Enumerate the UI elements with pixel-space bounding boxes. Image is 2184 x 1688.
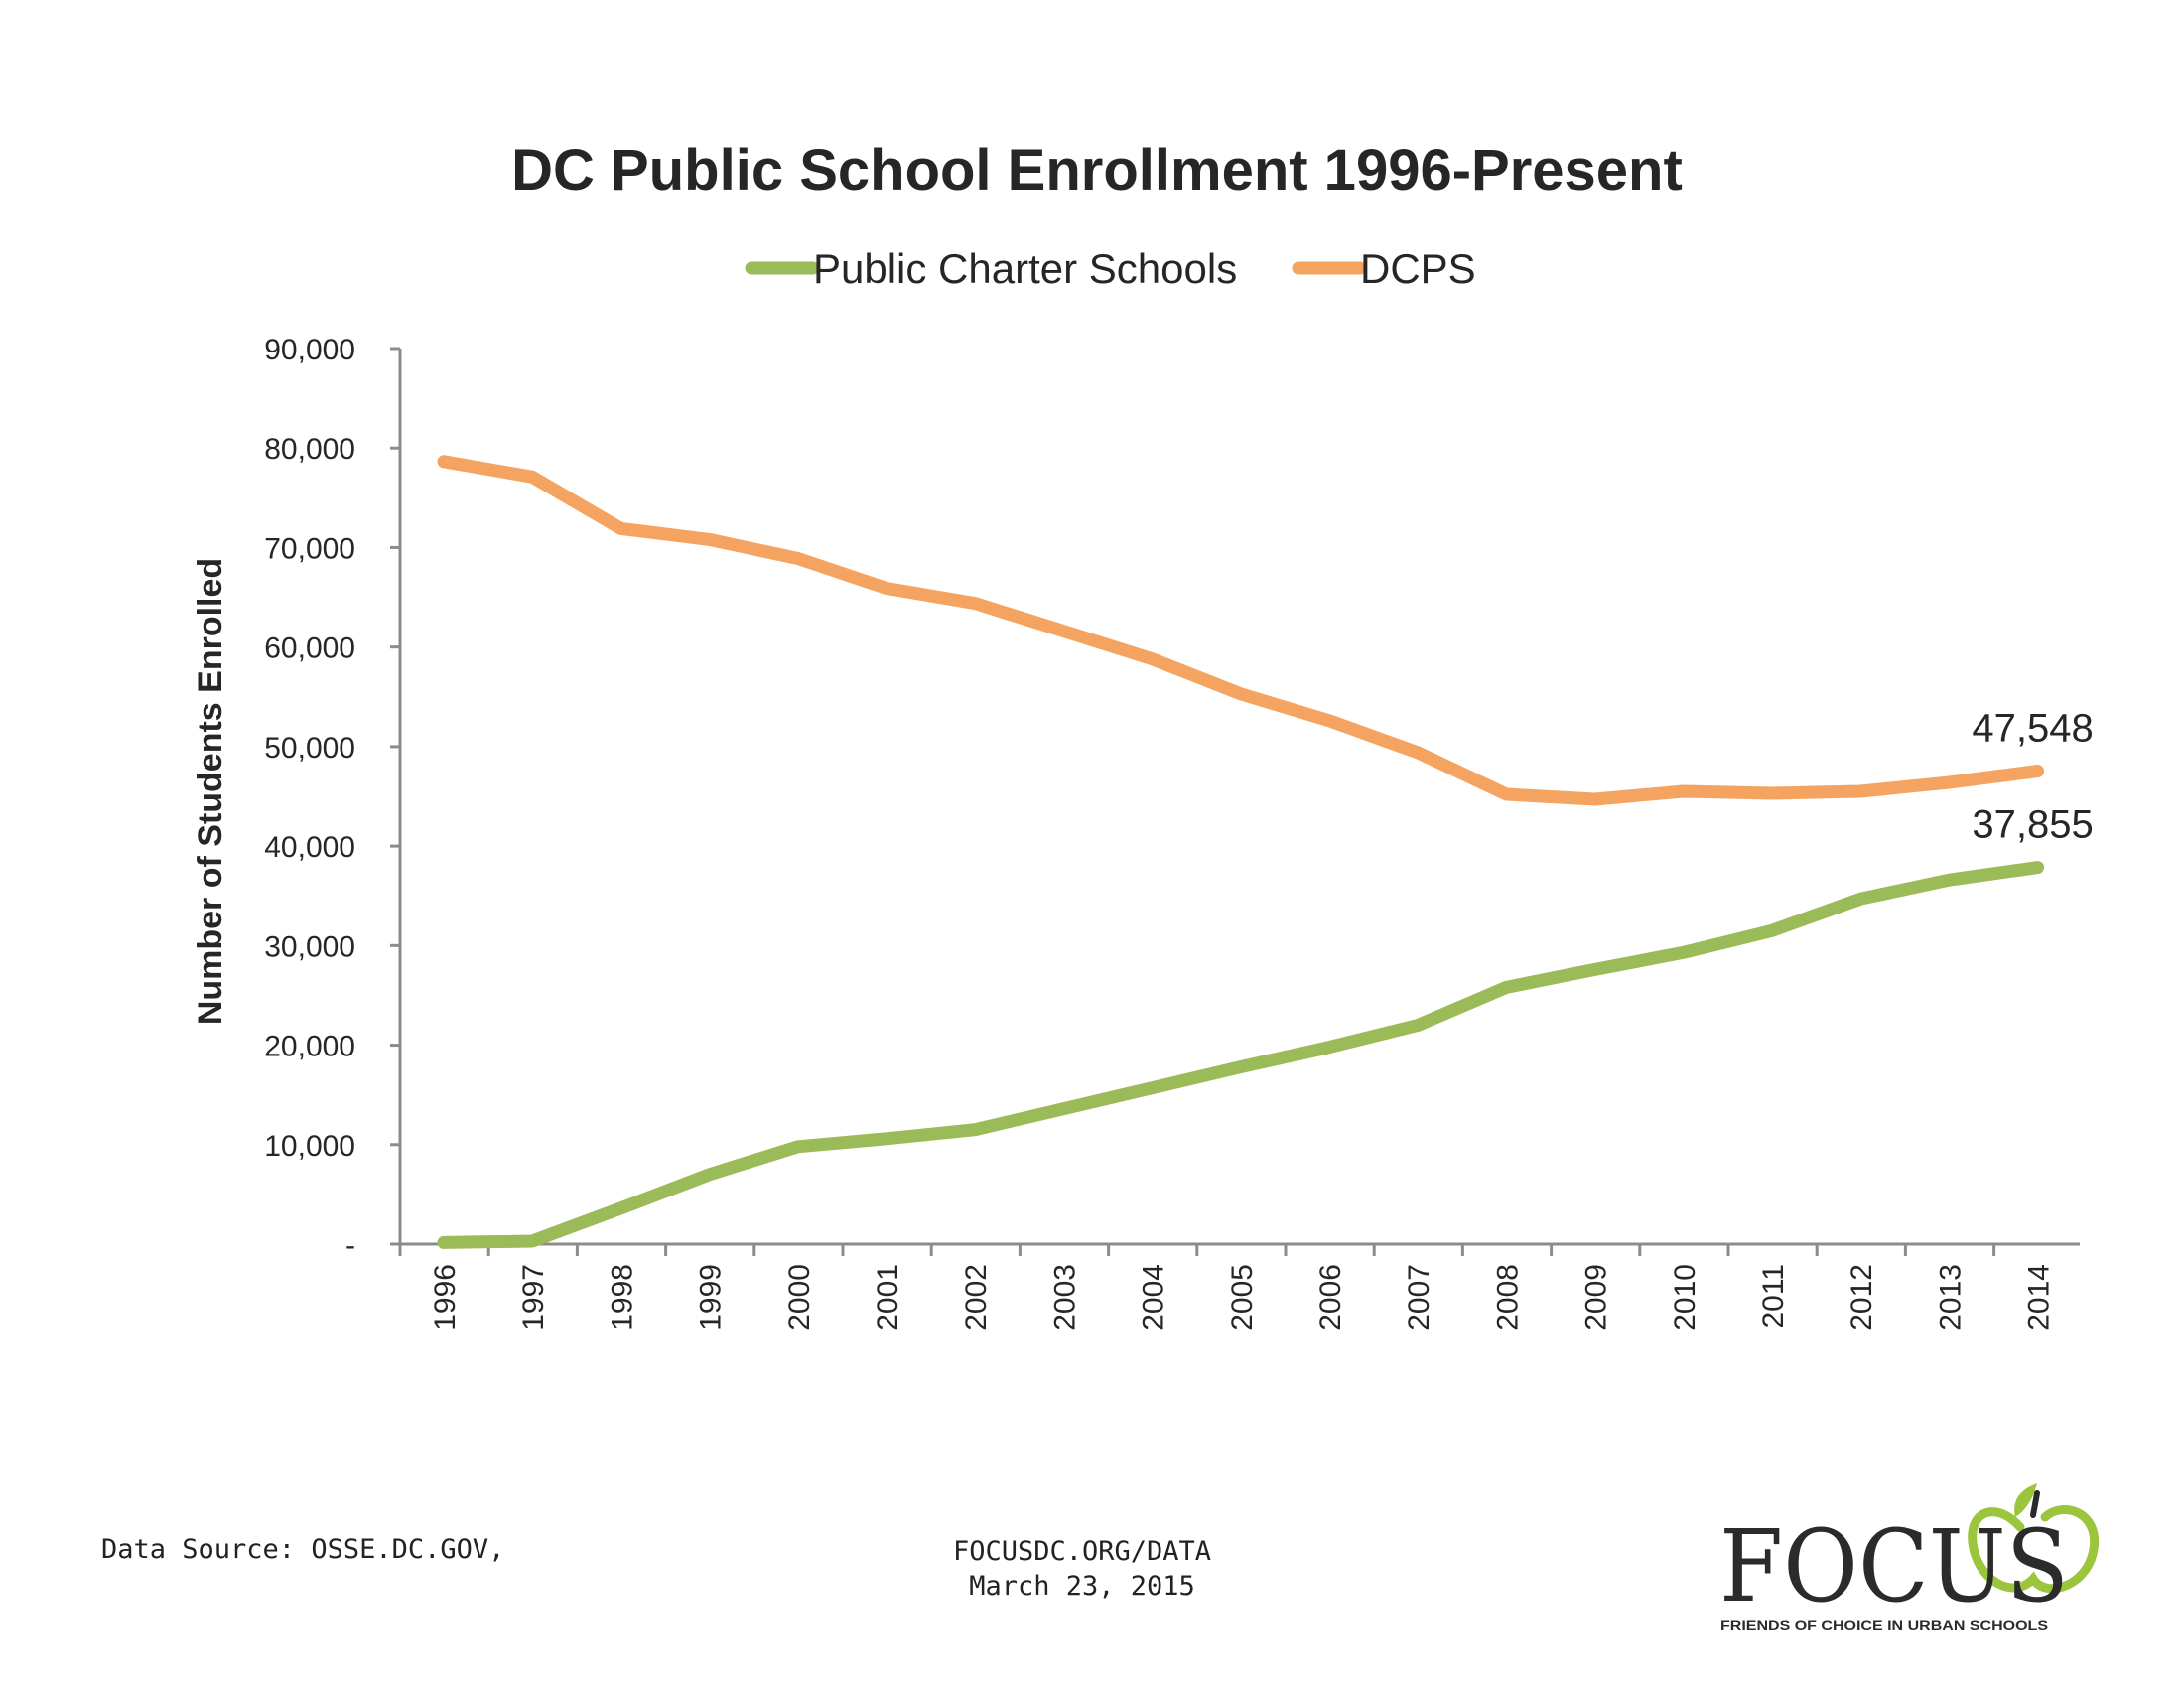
x-tick-label: 2007 xyxy=(1403,1264,1435,1331)
x-tick-label: 2001 xyxy=(872,1264,904,1331)
logo-tagline: FRIENDS OF CHOICE IN URBAN SCHOOLS xyxy=(1720,1618,2048,1633)
data-point xyxy=(1859,898,1862,901)
data-point xyxy=(1328,719,1330,722)
data-point xyxy=(1328,1046,1330,1049)
data-point xyxy=(1593,798,1596,801)
data-point xyxy=(1417,751,1420,754)
data-point xyxy=(886,587,887,590)
data-point xyxy=(796,557,799,560)
data-point xyxy=(2036,770,2039,773)
apple-leaf-icon xyxy=(2014,1483,2037,1517)
data-point xyxy=(443,1241,445,1244)
data-point xyxy=(974,602,977,605)
x-tick-label: 2010 xyxy=(1669,1264,1702,1331)
data-point xyxy=(619,1206,622,1209)
y-tick-label: 10,000 xyxy=(264,1130,355,1163)
data-point xyxy=(531,476,534,479)
data-point xyxy=(1505,792,1508,795)
footer-date: March 23, 2015 xyxy=(969,1571,1195,1602)
data-point xyxy=(796,1145,799,1148)
y-tick-label: 90,000 xyxy=(264,334,355,366)
data-point xyxy=(974,1128,977,1131)
y-tick-label: 50,000 xyxy=(264,732,355,765)
data-point xyxy=(1151,657,1154,660)
x-tick-label: 1996 xyxy=(429,1264,462,1331)
y-tick-label: 70,000 xyxy=(264,532,355,565)
y-tick-label: 80,000 xyxy=(264,433,355,466)
y-tick-label: 20,000 xyxy=(264,1031,355,1063)
y-tick-label: 30,000 xyxy=(264,930,355,963)
legend-label: Public Charter Schools xyxy=(813,245,1237,292)
x-tick-label: 1999 xyxy=(695,1264,728,1331)
data-source-note: Data Source: OSSE.DC.GOV, xyxy=(101,1534,505,1565)
data-point xyxy=(1859,789,1862,792)
data-point xyxy=(1682,951,1685,954)
y-axis-label: Number of Students Enrolled xyxy=(192,558,229,1025)
data-point xyxy=(886,1137,887,1140)
data-point xyxy=(531,1239,534,1242)
data-point xyxy=(619,527,622,530)
footer-url: FOCUSDC.ORG/DATA xyxy=(952,1536,1212,1567)
data-point xyxy=(1771,791,1773,794)
x-tick-label: 1997 xyxy=(517,1264,550,1331)
x-tick-label: 2000 xyxy=(783,1264,816,1331)
x-tick-label: 1998 xyxy=(606,1264,638,1331)
data-point xyxy=(1948,879,1951,882)
focus-logo: FOCUS FRIENDS OF CHOICE IN URBAN SCHOOLS xyxy=(1719,1483,2100,1633)
series-lines xyxy=(437,455,2045,1249)
legend-label: DCPS xyxy=(1360,245,1476,292)
data-point xyxy=(1593,968,1596,971)
x-tick-label: 2011 xyxy=(1757,1264,1790,1329)
data-point xyxy=(1771,929,1773,932)
x-tick-label: 2014 xyxy=(2023,1264,2056,1331)
x-tick-label: 2005 xyxy=(1226,1264,1259,1331)
data-point xyxy=(1239,692,1242,695)
x-tick-label: 2006 xyxy=(1314,1264,1347,1331)
axes xyxy=(398,349,2080,1246)
logo-wordmark: FOCUS xyxy=(1719,1508,2069,1624)
y-tick-label: 40,000 xyxy=(264,831,355,864)
data-point xyxy=(1151,1086,1154,1089)
data-point xyxy=(708,1173,711,1176)
end-value-label: 37,855 xyxy=(1972,803,2093,847)
end-value-label: 47,548 xyxy=(1972,706,2093,750)
y-tick-label: 60,000 xyxy=(264,633,355,665)
chart-title: DC Public School Enrollment 1996-Present xyxy=(511,138,1683,203)
footer-center: FOCUSDC.ORG/DATA March 23, 2015 xyxy=(874,1534,1291,1604)
y-ticks: - 10,000 20,000 30,000 40,000 50,000 60,000 70,… xyxy=(264,334,400,1262)
apple-stem-icon xyxy=(2030,1490,2040,1518)
data-point xyxy=(708,538,711,541)
x-ticks: 1996 1997 1998 1999 2000 2001 2002 2003 2004 2005… xyxy=(398,1244,2056,1331)
x-tick-label: 2012 xyxy=(1845,1264,1878,1331)
x-tick-label: 2004 xyxy=(1138,1264,1170,1331)
data-point xyxy=(1948,780,1951,783)
x-tick-label: 2003 xyxy=(1048,1264,1081,1331)
series-line-dcps xyxy=(437,455,2045,806)
data-point xyxy=(1062,1107,1065,1110)
data-point xyxy=(2036,866,2039,869)
x-tick-label: 2002 xyxy=(960,1264,993,1331)
x-tick-label: 2009 xyxy=(1580,1264,1613,1331)
data-point xyxy=(443,460,445,463)
data-point xyxy=(1239,1065,1242,1068)
data-point xyxy=(1682,789,1685,792)
data-point xyxy=(1062,630,1065,633)
end-labels: 37,855 47,548 xyxy=(1972,706,2093,846)
x-tick-label: 2013 xyxy=(1934,1264,1967,1331)
x-tick-label: 2008 xyxy=(1491,1264,1524,1331)
legend: Public Charter Schools DCPS xyxy=(745,245,1476,292)
series-line-public-charter-schools xyxy=(437,861,2045,1249)
data-point xyxy=(1417,1024,1420,1027)
data-point xyxy=(1505,986,1508,989)
y-tick-label: - xyxy=(345,1229,355,1262)
apple-icon xyxy=(1968,1504,2100,1594)
